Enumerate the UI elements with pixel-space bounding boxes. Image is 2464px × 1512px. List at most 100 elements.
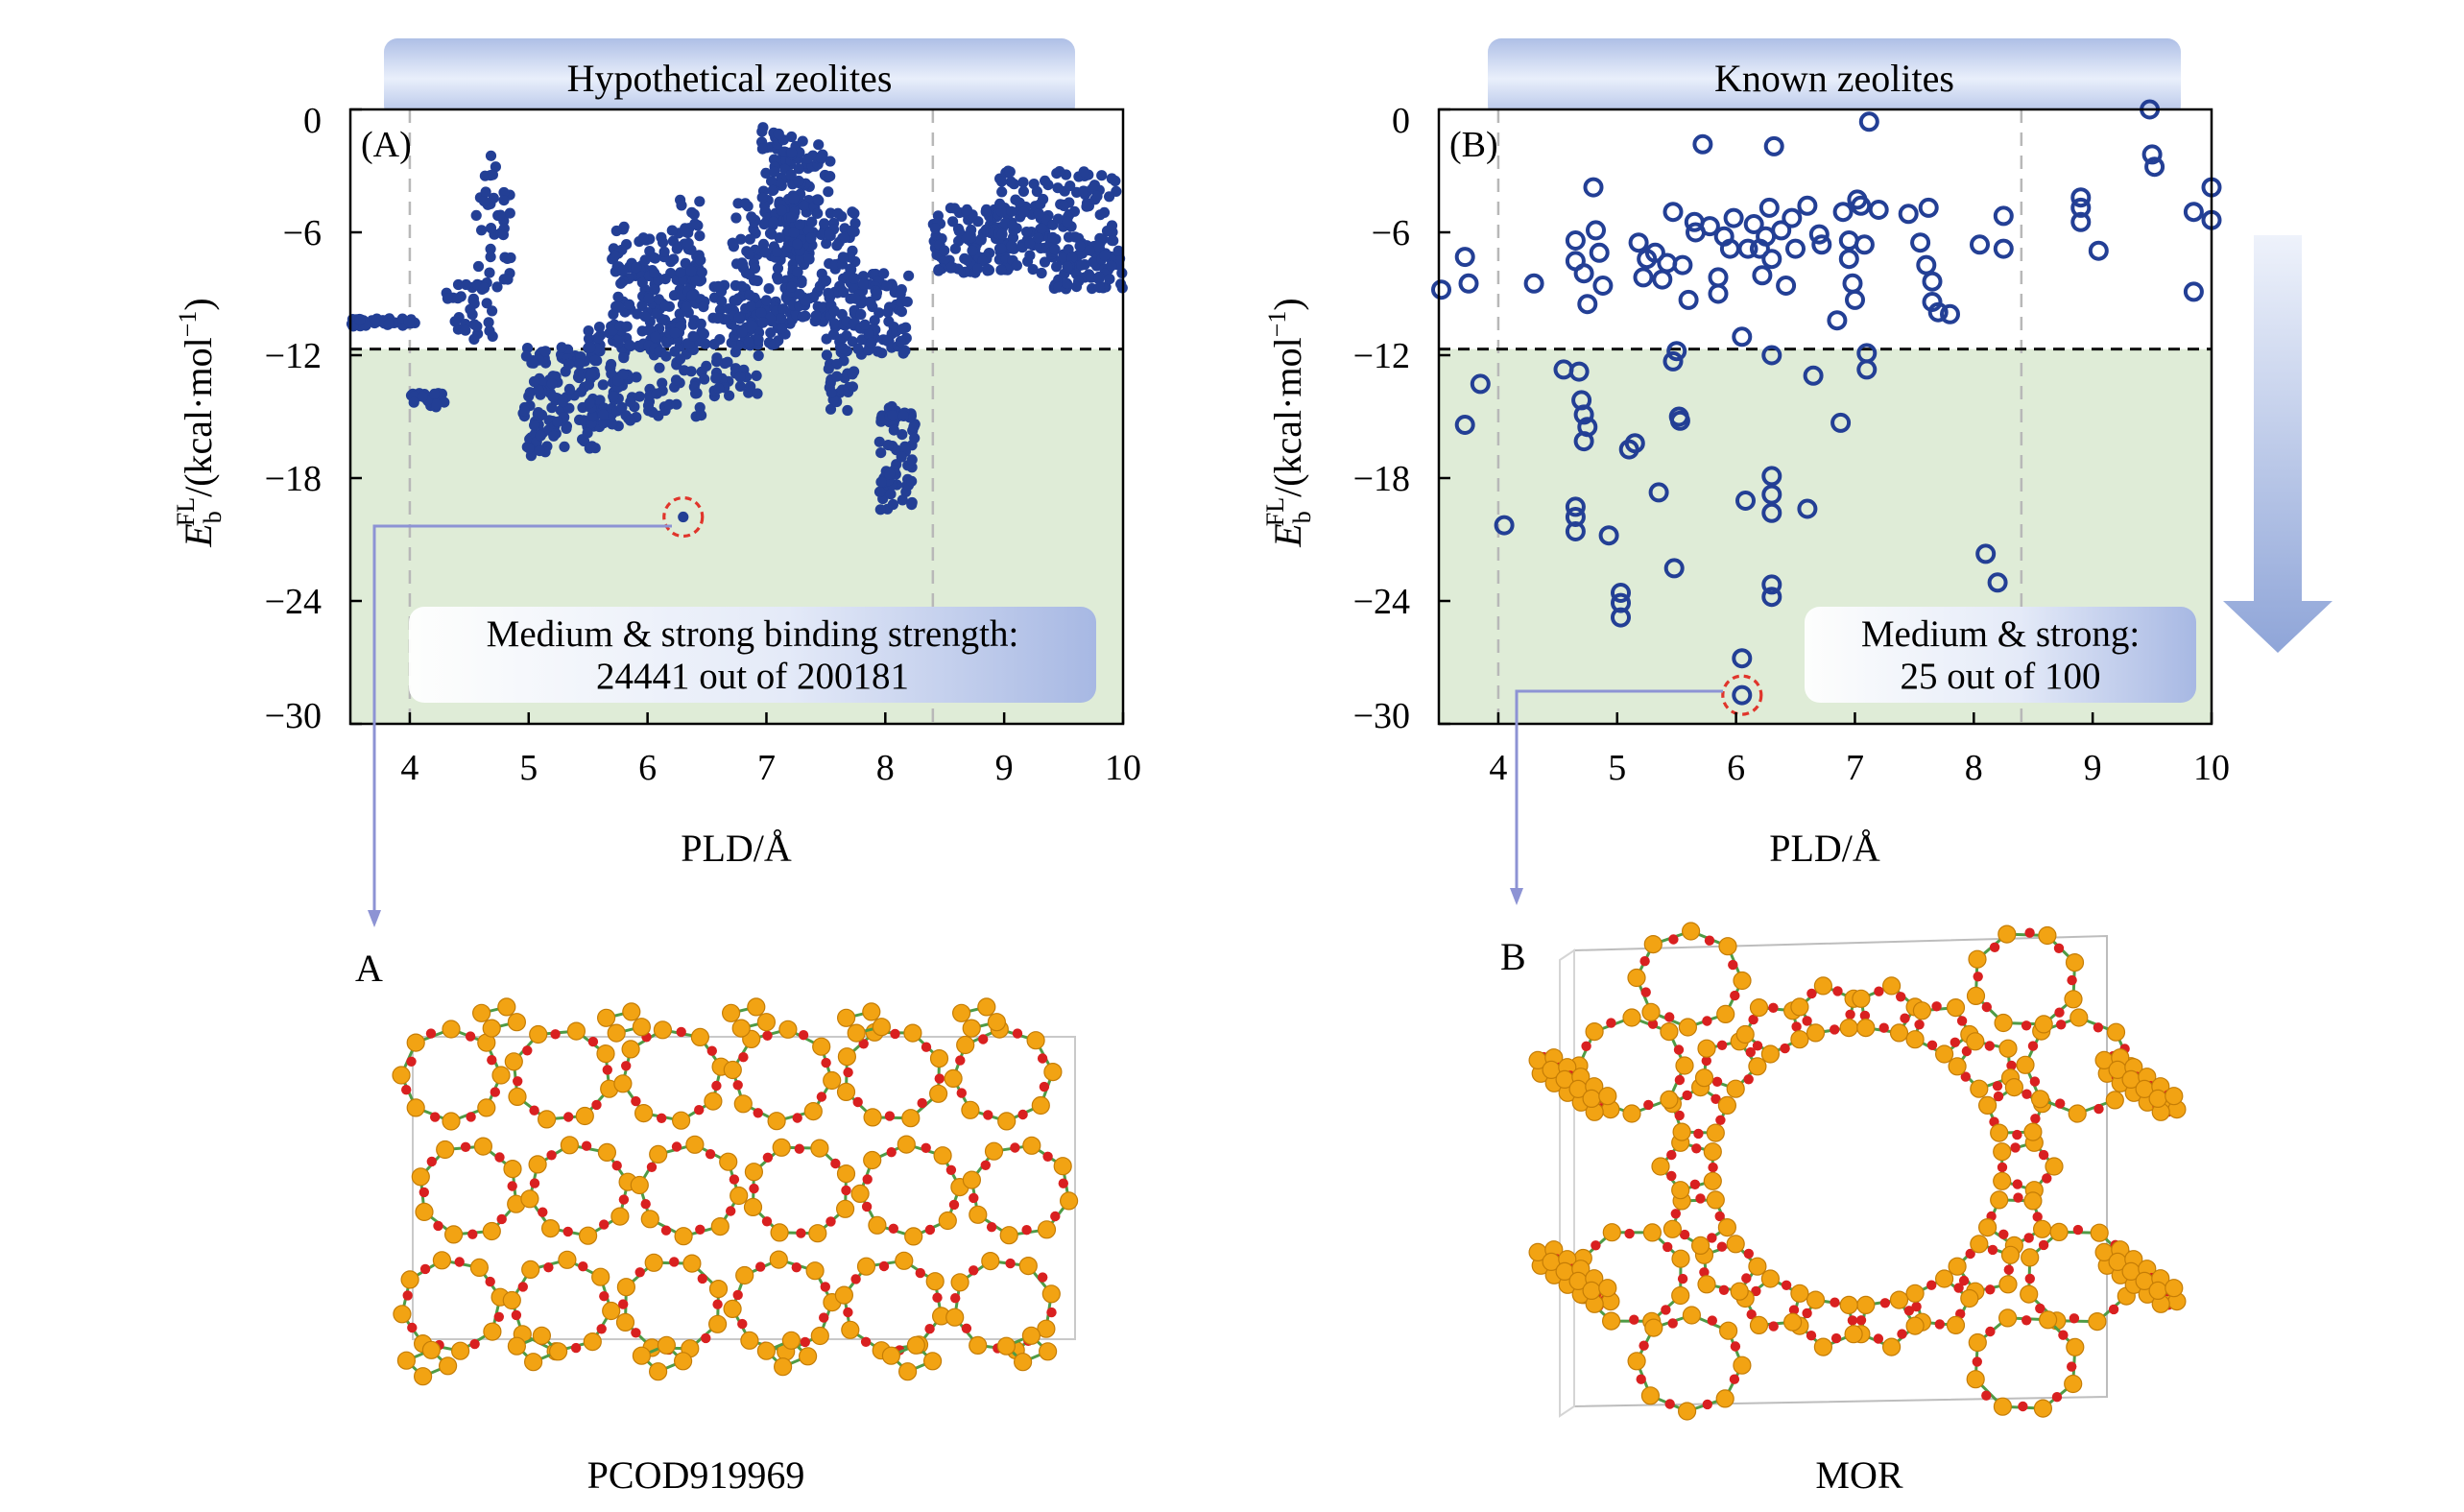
oxygen-atom [1702,1399,1713,1410]
data-point [597,409,609,420]
panel-label-b: (B) [1449,125,1498,165]
data-point [651,308,662,320]
oxygen-atom [878,1260,890,1272]
data-point [624,339,635,350]
oxygen-atom [1743,1248,1755,1260]
y-tick-label-b-2: −12 [1353,336,1410,376]
data-point [906,454,918,466]
oxygen-atom [2021,1020,2032,1031]
oxygen-atom [522,1045,533,1056]
data-point [606,418,618,429]
data-point [498,186,510,199]
oxygen-atom [419,1263,431,1275]
oxygen-atom [1973,972,1983,982]
oxygen-atom [816,1092,827,1102]
silicon-atom [808,1224,827,1243]
down-arrow [2223,235,2332,653]
silicon-atom [439,1356,458,1376]
data-point [621,321,633,332]
silicon-atom [1059,1191,1079,1211]
data-point [476,225,488,236]
data-point [694,196,706,207]
x-tick-label-a-3: 7 [757,748,776,788]
silicon-atom [640,1210,659,1229]
data-point [639,254,651,266]
oxygen-atom [2093,1103,2104,1115]
silicon-atom [502,1290,521,1310]
data-point [875,447,887,459]
annotation-line1-a: Medium & strong binding strength: [487,613,1019,655]
data-point [1577,294,1598,315]
oxygen-atom [888,1223,898,1235]
silicon-atom [1934,1044,1954,1064]
silicon-atom [1993,1142,2012,1162]
data-point [977,255,989,267]
oxygen-atom [1950,1037,1961,1048]
silicon-atom [1697,1275,1716,1294]
silicon-atom [560,1136,580,1155]
oxygen-atom [591,1099,602,1111]
oxygen-atom [1926,1040,1938,1051]
data-point [1094,209,1106,221]
data-point [739,198,752,209]
silicon-atom [2065,952,2085,972]
oxygen-atom [1743,1074,1754,1085]
data-point [768,216,779,228]
silicon-atom [613,1074,633,1093]
axes-ticks-b: 4 5 6 7 8 9 10 0 −6 −12 −18 −24 −30 [1353,101,2230,788]
data-point [609,250,621,261]
oxygen-atom [1768,1002,1779,1014]
silicon-atom [1844,1325,1863,1344]
pointer-arrowhead-a [368,910,381,927]
silicon-atom [962,1019,981,1038]
oxygen-atom [2038,1239,2049,1251]
silicon-atom [1748,1057,1767,1076]
oxygen-atom [578,1261,588,1272]
y-axis-label-a: EbFL/(kcal·mol−1) [172,298,227,547]
data-point [649,267,660,278]
data-point [1106,260,1117,272]
data-point [897,348,909,359]
oxygen-atom [1715,1115,1726,1126]
y-tick-label-a-1: −6 [283,213,322,253]
data-point [1663,350,1684,372]
data-point [631,261,642,274]
data-point [794,219,806,230]
data-point [871,287,883,299]
data-point [649,283,660,296]
oxygen-atom [1958,1275,1970,1286]
silicon-atom [1640,1386,1661,1405]
data-point [801,153,814,164]
oxygen-atom [915,1267,925,1279]
oxygen-atom [1896,992,1906,1002]
oxygen-atom [485,1276,495,1287]
data-point [1494,515,1515,536]
oxygen-atom [791,1262,801,1273]
silicon-atom [977,997,996,1017]
silicon-atom [1813,1337,1833,1356]
oxygen-atom [1038,1272,1048,1283]
silicon-atom [2045,1157,2064,1176]
y-tick-label-b-0: 0 [1392,101,1410,141]
data-point [1598,525,1619,546]
silicon-atom [607,1023,626,1043]
silicon-atom [1602,1223,1621,1242]
data-point [1803,365,1824,386]
data-point [755,307,767,319]
oxygen-atom [794,1143,804,1154]
data-point [666,225,678,236]
silicon-atom [1037,1319,1056,1338]
silicon-atom [392,1066,411,1085]
oxygen-atom [1878,1022,1889,1033]
silicon-atom [451,1341,470,1360]
data-point [1005,176,1017,187]
data-point [712,313,724,324]
oxygen-atom [1748,1014,1758,1025]
oxygen-atom [1639,1340,1649,1351]
silicon-atom [411,1167,430,1187]
oxygen-atom [977,1034,989,1044]
data-point [583,325,594,337]
data-point [487,330,498,342]
oxygen-atom [1664,1399,1675,1409]
data-point [1573,263,1594,284]
